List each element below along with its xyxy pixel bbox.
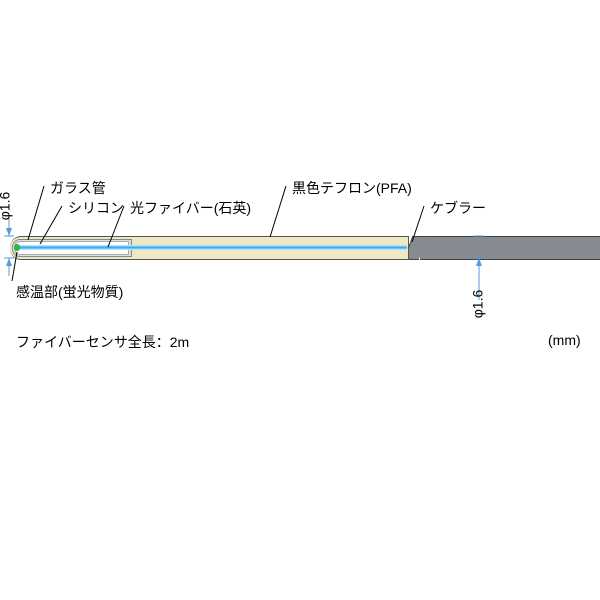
dim-text-right: φ1.6	[469, 290, 485, 319]
label-unit: (mm)	[548, 332, 581, 348]
leader-lines	[0, 0, 600, 600]
label-total-length: ファイバーセンサ全長：2m	[16, 332, 189, 352]
dim-text-left: φ1.6	[0, 192, 12, 221]
